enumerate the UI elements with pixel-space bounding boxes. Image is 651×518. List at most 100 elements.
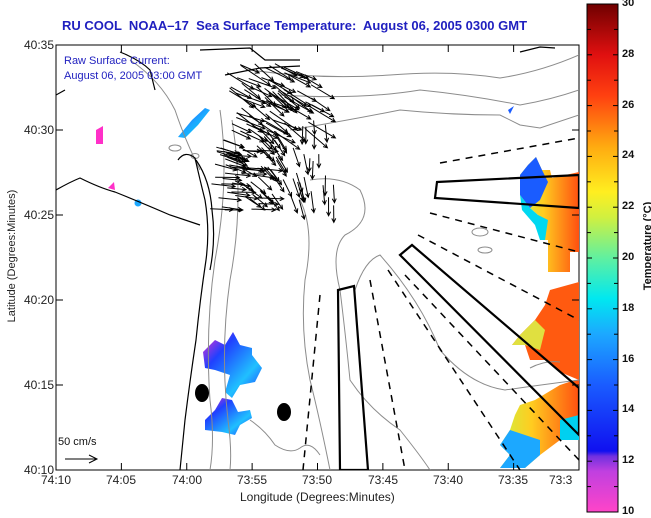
annotation-current-time: August 06, 2005 03:00 GMT [64, 70, 203, 82]
y-tick-label: 40:25 [23, 208, 54, 222]
contour-line [249, 54, 579, 79]
y-tick-label: 40:15 [23, 378, 54, 392]
contour-line [207, 109, 225, 470]
current-vector-arrow [230, 86, 253, 99]
transect-dashed [302, 294, 321, 470]
current-vector-arrow [290, 96, 313, 113]
current-vector-arrow [251, 207, 277, 213]
current-vector-arrow [239, 146, 258, 158]
coastline [56, 46, 556, 470]
current-vector-arrow [258, 196, 285, 202]
x-tick-label: 73:35 [497, 473, 529, 487]
current-vector-arrow [257, 148, 280, 154]
plot-frame [55, 44, 580, 471]
current-vector-arrow [258, 201, 280, 207]
current-vector-arrow [240, 130, 265, 143]
current-vector-arrow [238, 167, 264, 173]
current-vector-arrow [269, 92, 300, 111]
axis-ticks [55, 44, 580, 471]
annotation-current-label: Raw Surface Current: [64, 55, 170, 67]
transect-box-south [336, 284, 370, 470]
current-vector-arrow [273, 119, 303, 131]
sst-patch-north [178, 108, 210, 138]
current-vector-arrow [234, 180, 255, 191]
coastline-inner [195, 159, 215, 271]
current-vector-arrow [292, 178, 301, 199]
current-vector-arrow [292, 147, 301, 168]
current-vector-arrow [231, 123, 252, 134]
coastline-fragment [519, 46, 556, 53]
current-vector-arrow [299, 74, 323, 89]
current-vector-arrow [310, 191, 316, 214]
current-vector-arrow [269, 110, 299, 131]
sst-patches [96, 106, 579, 468]
y-tick-label: 40:35 [23, 38, 54, 52]
current-vector-arrow [284, 72, 312, 84]
current-vector-arrow [235, 195, 260, 201]
colorbar-tick-label: 14 [622, 403, 635, 416]
current-vector-arrow [216, 150, 242, 157]
current-vector-arrow [225, 164, 247, 174]
colorbar-tick-label: 20 [622, 251, 635, 263]
current-vector-arrow [248, 78, 277, 90]
current-vector-arrow [284, 96, 315, 114]
arrow-right-icon [65, 454, 99, 464]
current-vector-arrow [271, 193, 284, 210]
current-vector-arrow [277, 155, 289, 173]
contour-line [249, 419, 321, 456]
current-vector-arrow [241, 171, 268, 177]
colorbar [586, 3, 619, 513]
sst-patch-east-middle [512, 282, 579, 380]
sst-patch-cool-edge [520, 195, 548, 240]
current-vector-arrow [224, 207, 244, 213]
current-vector-arrow [231, 189, 257, 195]
contour-line [279, 89, 579, 106]
current-vector-arrow [289, 194, 299, 214]
current-vector-arrow [274, 139, 286, 157]
transect-box-southeast [398, 243, 579, 437]
current-vector-arrow [262, 100, 290, 113]
current-vector-arrow [211, 183, 237, 189]
transect-box-east [433, 173, 579, 210]
sst-patch-mid-yellow [512, 320, 545, 350]
current-vector-arrow [308, 121, 337, 139]
current-vector-arrow [249, 102, 271, 121]
sst-patch-blue-speck [508, 106, 514, 114]
y-tick-label: 40:10 [23, 463, 54, 477]
bathymetry-contours [129, 54, 579, 470]
x-tick-label: 74:05 [105, 473, 137, 487]
current-vector-arrow [310, 84, 336, 100]
contour-line [129, 59, 201, 171]
coastline-fragment [56, 89, 66, 96]
sst-patch-lower-cool [500, 430, 540, 468]
current-vector-arrow [304, 127, 329, 149]
coastline-li [199, 47, 300, 61]
current-vector-arrow [227, 191, 251, 198]
current-vector-arrow [236, 112, 266, 123]
current-vector-arrow [324, 124, 330, 144]
current-vector-arrow [260, 129, 275, 145]
x-tick-label: 74:10 [40, 473, 72, 487]
current-vector-arrow [264, 66, 296, 83]
current-vector-arrow [239, 64, 261, 74]
y-tick-label: 40:30 [23, 123, 54, 137]
current-vector-arrow [276, 134, 287, 152]
x-tick-label: 73:3 [549, 473, 573, 487]
contour-line [299, 199, 331, 470]
y-tick-label: 40:20 [23, 293, 54, 307]
colorbar-tick-label: 12 [622, 454, 635, 467]
current-vector-arrow [303, 176, 310, 199]
plot-title: RU COOL NOAA–17 Sea Surface Temperature:… [62, 18, 528, 33]
station-marker-2 [277, 403, 291, 421]
contour-island [477, 246, 493, 254]
x-tick-label: 74:00 [171, 473, 203, 487]
sst-patch-southwest-lower [205, 398, 252, 435]
contour-island [168, 144, 182, 152]
colorbar-tick-label: 16 [622, 352, 635, 365]
station-marker-1 [195, 384, 209, 402]
contour-line [529, 361, 561, 369]
current-vector-arrow [273, 81, 297, 93]
current-vector-arrow [276, 159, 287, 178]
sst-patch-southwest-upper [203, 332, 262, 398]
